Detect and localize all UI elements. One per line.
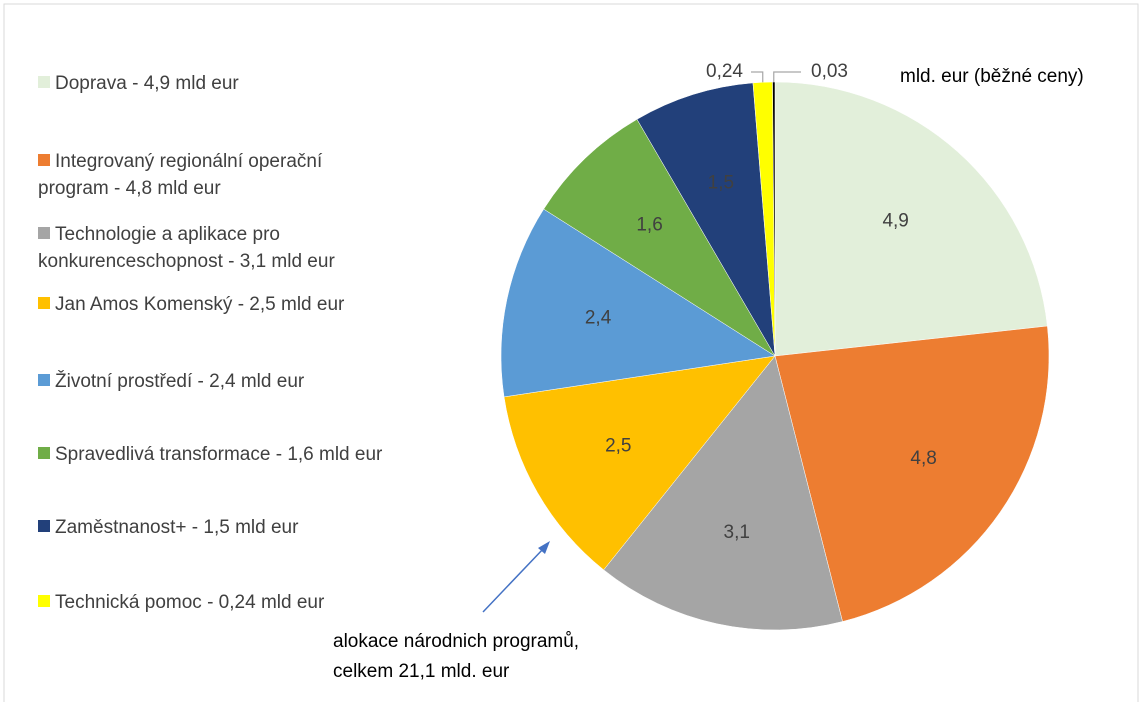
legend-label: Jan Amos Komenský - 2,5 mld eur [55, 294, 345, 315]
leader-line [773, 71, 801, 83]
legend-item: Zaměstnanost+ - 1,5 mld eur [38, 514, 398, 541]
legend-item: Jan Amos Komenský - 2,5 mld eur [38, 291, 398, 318]
legend-swatch [38, 154, 50, 166]
legend-swatch [38, 595, 50, 607]
data-label: 4,8 [910, 448, 936, 469]
legend-item: Spravedlivá transformace - 1,6 mld eur [38, 441, 398, 468]
legend-swatch [38, 447, 50, 459]
legend-swatch [38, 76, 50, 88]
legend-label: Integrovaný regionální operační program … [38, 151, 323, 199]
legend-swatch [38, 520, 50, 532]
legend-label: Zaměstnanost+ - 1,5 mld eur [55, 517, 299, 538]
data-label: 3,1 [724, 522, 750, 543]
data-label: 0,03 [811, 61, 848, 82]
data-label: 2,4 [585, 308, 612, 329]
leader-line [751, 71, 764, 83]
legend-swatch [38, 374, 50, 386]
pie-slice [774, 325, 1050, 622]
pie-slice [603, 355, 843, 631]
frame [3, 3, 1139, 702]
legend-label: Technologie a aplikace pro konkurencesch… [38, 224, 335, 272]
legend-swatch [38, 227, 50, 239]
data-label: 2,5 [605, 435, 631, 456]
arrow-line [482, 547, 545, 613]
annotation: alokace národnich programů, [333, 631, 579, 652]
data-label: 0,24 [706, 61, 743, 82]
data-label: 1,6 [636, 215, 662, 236]
pie-slice [772, 81, 776, 357]
data-label: 4,9 [882, 210, 908, 231]
legend-item: Technologie a aplikace pro konkurencesch… [38, 221, 398, 275]
pie-slice [774, 81, 1048, 357]
annotation: celkem 21,1 mld. eur [333, 661, 510, 682]
legend-label: Životní prostředí - 2,4 mld eur [55, 371, 305, 392]
legend-swatch [38, 297, 50, 309]
legend-item: Životní prostředí - 2,4 mld eur [38, 368, 398, 395]
legend-item: Doprava - 4,9 mld eur [38, 70, 398, 97]
legend-item: Technická pomoc - 0,24 mld eur [38, 589, 398, 616]
pie-slice [636, 82, 776, 357]
legend-label: Doprava - 4,9 mld eur [55, 73, 239, 94]
data-label: 1,5 [708, 172, 734, 193]
legend-label: Spravedlivá transformace - 1,6 mld eur [55, 444, 383, 465]
legend-label: Technická pomoc - 0,24 mld eur [55, 592, 325, 613]
arrow-head [538, 541, 550, 554]
legend-item: Integrovaný regionální operační program … [38, 148, 398, 202]
pie-slice [503, 355, 776, 571]
unit-note: mld. eur (běžné ceny) [900, 66, 1084, 87]
pie-slice [500, 208, 776, 398]
pie-slice [543, 118, 776, 357]
